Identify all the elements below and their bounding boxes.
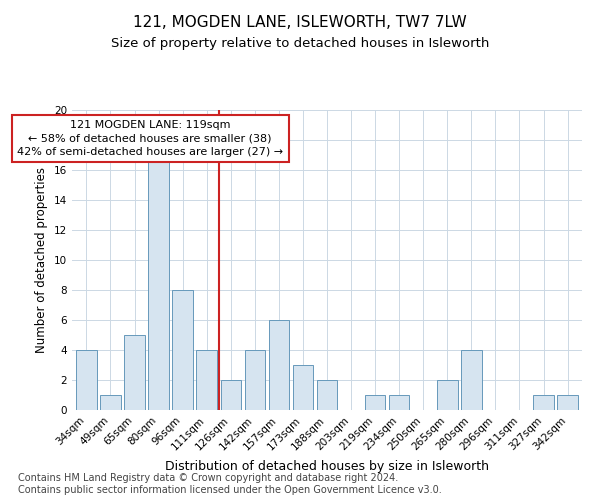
Bar — [196, 350, 217, 410]
Bar — [293, 365, 313, 410]
Text: Size of property relative to detached houses in Isleworth: Size of property relative to detached ho… — [111, 38, 489, 51]
Bar — [557, 395, 578, 410]
Bar — [437, 380, 458, 410]
Bar — [365, 395, 385, 410]
X-axis label: Distribution of detached houses by size in Isleworth: Distribution of detached houses by size … — [165, 460, 489, 473]
Text: 121 MOGDEN LANE: 119sqm
← 58% of detached houses are smaller (38)
42% of semi-de: 121 MOGDEN LANE: 119sqm ← 58% of detache… — [17, 120, 283, 157]
Bar — [269, 320, 289, 410]
Bar — [124, 335, 145, 410]
Text: Contains HM Land Registry data © Crown copyright and database right 2024.
Contai: Contains HM Land Registry data © Crown c… — [18, 474, 442, 495]
Bar — [533, 395, 554, 410]
Bar — [317, 380, 337, 410]
Bar — [172, 290, 193, 410]
Bar — [461, 350, 482, 410]
Bar — [245, 350, 265, 410]
Y-axis label: Number of detached properties: Number of detached properties — [35, 167, 49, 353]
Bar — [100, 395, 121, 410]
Bar — [389, 395, 409, 410]
Bar — [148, 155, 169, 410]
Text: 121, MOGDEN LANE, ISLEWORTH, TW7 7LW: 121, MOGDEN LANE, ISLEWORTH, TW7 7LW — [133, 15, 467, 30]
Bar — [221, 380, 241, 410]
Bar — [76, 350, 97, 410]
